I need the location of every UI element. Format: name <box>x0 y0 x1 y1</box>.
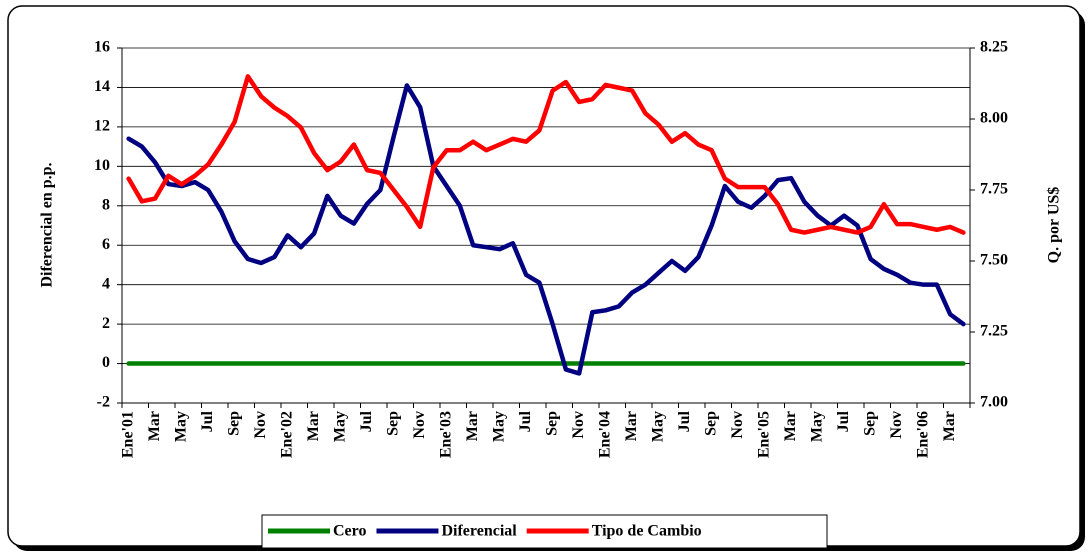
y-tick-label: 16 <box>94 39 110 56</box>
x-tick-label: Mar <box>623 411 640 441</box>
x-tick-label: Nov <box>888 411 905 439</box>
series-line <box>126 83 966 376</box>
y-tick-label: 10 <box>94 157 110 174</box>
y2-tick-label: 8.25 <box>980 39 1008 56</box>
x-tick-label: Mar <box>464 411 481 441</box>
y-tick-label: 8 <box>102 196 110 213</box>
x-tick-label: Ene'05 <box>755 411 772 458</box>
x-tick-label: Nov <box>729 411 746 439</box>
x-tick-label: Sep <box>543 411 560 436</box>
x-tick-label: Sep <box>225 411 242 436</box>
y-tick-label: 2 <box>102 315 110 332</box>
x-tick-label: Jul <box>676 410 693 432</box>
y2-tick-label: 7.50 <box>980 252 1008 269</box>
y-tick-label: 6 <box>102 236 110 253</box>
series-line <box>126 74 966 235</box>
x-tick-label: May <box>808 411 825 442</box>
x-tick-label: May <box>172 411 189 442</box>
x-tick-label: Jul <box>358 410 375 432</box>
y-tick-label: 0 <box>102 354 110 371</box>
x-tick-label: Ene'02 <box>278 411 295 458</box>
y2-tick-label: 8.00 <box>980 110 1008 127</box>
x-tick-label: Mar <box>305 411 322 441</box>
x-tick-label: May <box>490 411 507 442</box>
x-tick-label: Mar <box>782 411 799 441</box>
y2-axis-label: Q. por US$ <box>1046 187 1063 264</box>
x-tick-label: Mar <box>146 411 163 441</box>
legend-label: Tipo de Cambio <box>592 523 702 540</box>
x-tick-label: Mar <box>941 411 958 441</box>
legend-label: Cero <box>333 523 366 540</box>
x-tick-label: Jul <box>835 410 852 432</box>
x-tick-label: Ene'01 <box>119 411 136 458</box>
y2-tick-label: 7.25 <box>980 323 1008 340</box>
y2-tick-label: 7.00 <box>980 394 1008 411</box>
x-tick-label: Sep <box>384 411 401 436</box>
y2-tick-label: 7.75 <box>980 181 1008 198</box>
y-tick-label: -2 <box>97 394 110 411</box>
y-axis-label: Diferencial en p.p. <box>39 162 56 287</box>
x-tick-label: Sep <box>702 411 719 436</box>
x-tick-label: Jul <box>517 410 534 432</box>
x-tick-label: May <box>331 411 348 442</box>
y-tick-label: 12 <box>94 118 110 135</box>
legend-label: Diferencial <box>441 523 517 540</box>
x-tick-label: Jul <box>199 410 216 432</box>
x-tick-label: Nov <box>411 411 428 439</box>
x-tick-label: Nov <box>570 411 587 439</box>
frame <box>7 5 1081 547</box>
x-tick-label: Sep <box>861 411 878 436</box>
x-tick-label: Ene'04 <box>596 411 613 458</box>
y-tick-label: 4 <box>102 275 110 292</box>
y-tick-label: 14 <box>94 78 110 95</box>
x-tick-label: Ene'03 <box>437 411 454 458</box>
x-tick-label: Nov <box>252 411 269 439</box>
x-tick-label: May <box>649 411 666 442</box>
x-tick-label: Ene'06 <box>914 411 931 458</box>
